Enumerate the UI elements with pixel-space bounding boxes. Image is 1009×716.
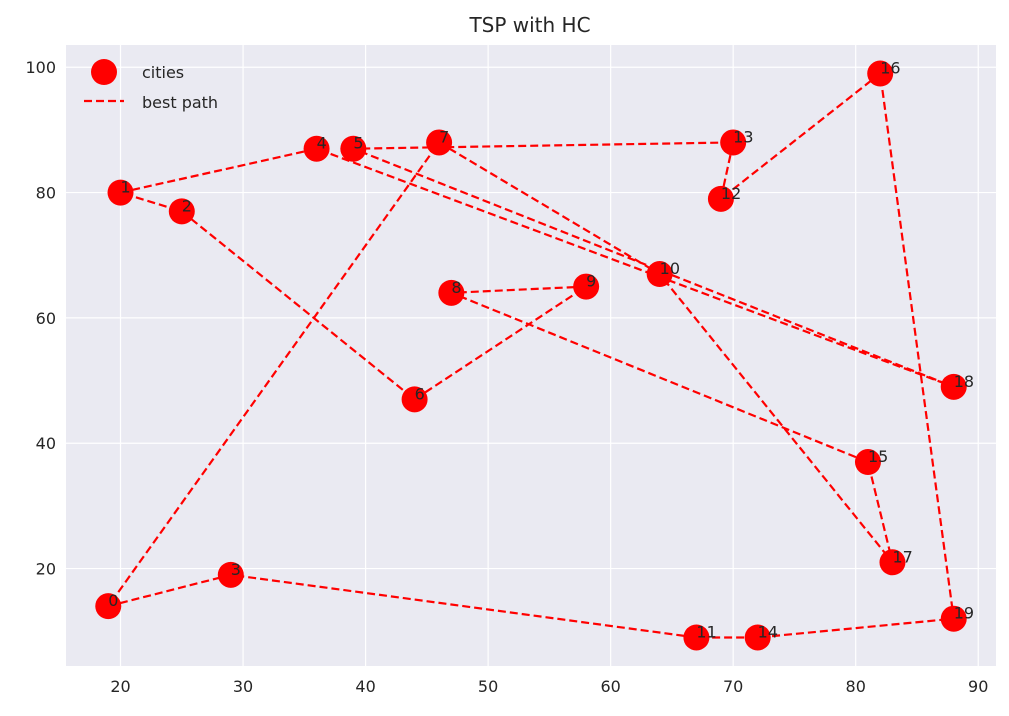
city-point bbox=[744, 624, 771, 651]
city-point bbox=[720, 129, 747, 156]
x-tick-label: 20 bbox=[110, 677, 130, 696]
city-point bbox=[707, 185, 734, 212]
city-point bbox=[854, 449, 881, 476]
legend-cities-label: cities bbox=[142, 63, 184, 82]
city-point bbox=[107, 179, 134, 206]
city-point bbox=[426, 129, 453, 156]
city-point bbox=[879, 549, 906, 576]
city-label: 3 bbox=[231, 560, 241, 579]
city-label: 18 bbox=[954, 372, 974, 391]
city-point bbox=[573, 273, 600, 300]
city-point bbox=[940, 373, 967, 400]
city-label: 10 bbox=[660, 259, 680, 278]
city-point bbox=[217, 561, 244, 588]
city-label: 11 bbox=[696, 622, 716, 641]
city-point bbox=[646, 261, 673, 288]
city-label: 12 bbox=[721, 184, 741, 203]
legend: cities best path bbox=[84, 59, 218, 112]
city-point bbox=[867, 60, 894, 87]
y-tick-label: 100 bbox=[25, 58, 56, 77]
city-label: 14 bbox=[758, 622, 778, 641]
city-point bbox=[340, 135, 367, 162]
city-point bbox=[401, 386, 428, 413]
x-tick-label: 50 bbox=[478, 677, 498, 696]
city-label: 0 bbox=[108, 591, 118, 610]
city-point bbox=[438, 279, 465, 306]
legend-best-path-label: best path bbox=[142, 93, 218, 112]
city-label: 19 bbox=[954, 604, 974, 623]
legend-cities-marker bbox=[91, 59, 117, 85]
chart-title: TSP with HC bbox=[468, 13, 590, 37]
city-label: 13 bbox=[733, 127, 753, 146]
x-tick-label: 40 bbox=[355, 677, 375, 696]
best-path-line bbox=[107, 72, 955, 639]
x-tick-label: 60 bbox=[600, 677, 620, 696]
city-point bbox=[683, 624, 710, 651]
city-point bbox=[95, 593, 122, 620]
x-tick-label: 30 bbox=[233, 677, 253, 696]
city-label: 8 bbox=[451, 278, 461, 297]
city-label: 16 bbox=[880, 59, 900, 78]
city-label: 1 bbox=[121, 178, 131, 197]
city-label: 9 bbox=[586, 272, 596, 291]
x-tick-label: 80 bbox=[846, 677, 866, 696]
y-tick-label: 60 bbox=[36, 309, 56, 328]
city-label: 2 bbox=[182, 196, 192, 215]
city-label: 7 bbox=[439, 127, 449, 146]
x-tick-label: 90 bbox=[968, 677, 988, 696]
x-tick-labels: 20 30 40 50 60 70 80 90 bbox=[110, 677, 988, 696]
city-label: 4 bbox=[317, 134, 327, 153]
city-points bbox=[95, 60, 967, 651]
y-tick-labels: 20 40 60 80 100 bbox=[25, 58, 56, 578]
x-tick-label: 70 bbox=[723, 677, 743, 696]
city-point bbox=[168, 198, 195, 225]
city-label: 6 bbox=[415, 384, 425, 403]
city-point bbox=[940, 605, 967, 632]
city-label: 17 bbox=[892, 547, 912, 566]
y-tick-label: 80 bbox=[36, 184, 56, 203]
y-tick-label: 20 bbox=[36, 560, 56, 579]
city-label: 15 bbox=[868, 447, 888, 466]
city-label: 5 bbox=[353, 134, 363, 153]
best-path bbox=[107, 72, 955, 639]
plot-area bbox=[66, 45, 996, 666]
y-tick-label: 40 bbox=[36, 434, 56, 453]
city-point bbox=[303, 135, 330, 162]
